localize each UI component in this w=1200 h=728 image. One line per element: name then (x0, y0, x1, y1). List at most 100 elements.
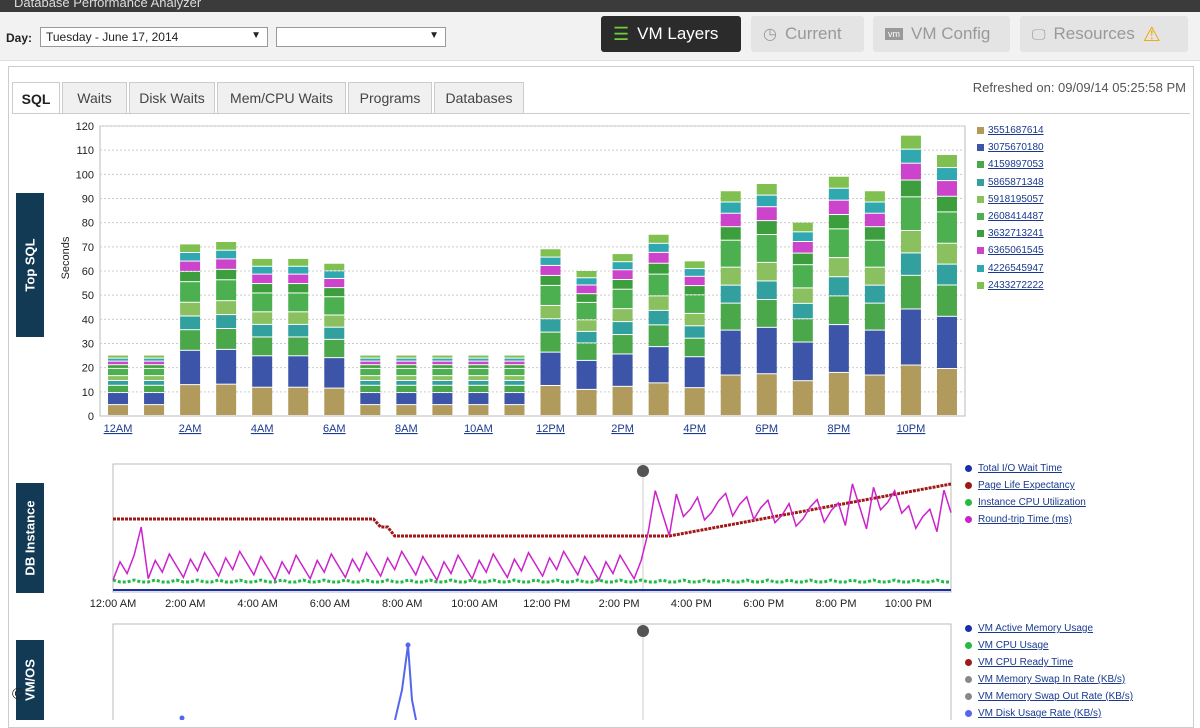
bar-segment (540, 257, 561, 265)
vm-layers-button[interactable]: ☰ VM Layers (601, 16, 741, 52)
bar-segment (216, 269, 237, 280)
legend-link[interactable]: 3632713241 (988, 228, 1044, 240)
legend-link[interactable]: 2608414487 (988, 211, 1044, 222)
bar-segment (252, 266, 273, 274)
legend-link[interactable]: VM Memory Swap In Rate (KB/s) (978, 674, 1126, 685)
bar-segment (396, 376, 417, 380)
bar-segment (828, 229, 849, 258)
legend-item[interactable]: VM Disk Usage Rate (KB/s) (965, 708, 1101, 719)
bar-segment (792, 381, 813, 415)
bar-segment (216, 250, 237, 259)
y-tick-label: 10 (82, 387, 94, 399)
legend-item[interactable]: VM CPU Usage (965, 640, 1049, 651)
bar-segment (432, 385, 453, 393)
app-title: Database Performance Analyzer (14, 0, 202, 10)
legend-item[interactable]: VM Memory Swap Out Rate (KB/s) (965, 691, 1133, 702)
legend-link[interactable]: 4159897053 (988, 159, 1044, 171)
tab-waits[interactable]: Waits (62, 82, 127, 113)
bar-segment (612, 270, 633, 279)
legend-dot (965, 465, 972, 472)
legend-link[interactable]: Round-trip Time (ms) (978, 514, 1072, 525)
legend-item[interactable]: Total I/O Wait Time (965, 463, 1062, 474)
bar-segment (108, 361, 129, 365)
x-tick-label: 10:00 AM (451, 598, 497, 610)
resources-button[interactable]: 🖵 Resources ⚠ (1020, 16, 1188, 52)
legend-item[interactable]: Round-trip Time (ms) (965, 514, 1072, 525)
bar-segment (432, 365, 453, 368)
bar-segment (504, 385, 525, 393)
bar-segment (288, 284, 309, 293)
bar-segment (936, 155, 957, 168)
bar-segment (324, 271, 345, 278)
tab-sql[interactable]: SQL (12, 82, 60, 114)
x-tick-label: 8PM (828, 423, 851, 435)
legend-link[interactable]: VM Disk Usage Rate (KB/s) (978, 708, 1102, 719)
legend-item[interactable]: VM Memory Swap In Rate (KB/s) (965, 674, 1125, 685)
bar-segment (936, 316, 957, 369)
current-button[interactable]: ◷ Current (751, 16, 864, 52)
db-instance-side-label: DB Instance (16, 483, 44, 593)
legend-item[interactable]: 3075670180 (977, 142, 1044, 153)
y-axis-label: Seconds (60, 236, 72, 279)
legend-item[interactable]: 5918195057 (977, 194, 1044, 205)
legend-link[interactable]: 4226545947 (988, 262, 1044, 274)
secondary-select[interactable]: ▼ (276, 27, 446, 47)
bar-segment (144, 365, 165, 368)
x-tick-label: 4:00 PM (671, 598, 712, 610)
tab-disk-waits[interactable]: Disk Waits (129, 82, 215, 113)
legend-link[interactable]: VM CPU Ready Time (978, 657, 1074, 668)
legend-link[interactable]: VM Active Memory Usage (978, 623, 1094, 634)
bar-segment (828, 372, 849, 415)
x-tick-label: 4AM (251, 423, 274, 435)
bar-segment (648, 252, 669, 263)
bar-segment (216, 384, 237, 415)
bar-segment (432, 355, 453, 358)
bar-segment (756, 184, 777, 195)
bar-segment (792, 253, 813, 265)
bar-segment (468, 380, 489, 385)
legend-link[interactable]: Total I/O Wait Time (978, 463, 1063, 474)
legend-item[interactable]: VM Active Memory Usage (965, 623, 1093, 634)
legend-link[interactable]: VM Memory Swap Out Rate (KB/s) (978, 691, 1134, 702)
legend-item[interactable]: 6365061545 (977, 245, 1044, 256)
vm-layers-label: VM Layers (637, 24, 719, 43)
legend-item[interactable]: 2608414487 (977, 211, 1044, 222)
legend-item[interactable]: VM CPU Ready Time (965, 657, 1073, 668)
legend-item[interactable]: 5865871348 (977, 177, 1044, 188)
x-tick-label: 6:00 PM (743, 598, 784, 610)
legend-link[interactable]: Instance CPU Utilization (978, 497, 1086, 508)
legend-item[interactable]: 2433272222 (977, 280, 1044, 291)
legend-link[interactable]: VM CPU Usage (978, 640, 1049, 651)
legend-item[interactable]: Instance CPU Utilization (965, 497, 1086, 508)
legend-link[interactable]: 3551687614 (988, 125, 1044, 136)
tab-programs[interactable]: Programs (348, 82, 432, 113)
bar-segment (216, 329, 237, 349)
legend-item[interactable]: 4226545947 (977, 263, 1044, 274)
legend-link[interactable]: 6365061545 (988, 245, 1044, 257)
legend-item[interactable]: Page Life Expectancy (965, 480, 1075, 491)
bar-segment (180, 282, 201, 302)
x-tick-label: 12AM (104, 423, 133, 435)
bar-segment (144, 393, 165, 405)
x-tick-label: 12:00 AM (90, 598, 136, 610)
tab-databases[interactable]: Databases (434, 82, 524, 113)
bar-segment (576, 294, 597, 302)
vm-config-button[interactable]: vm VM Config (873, 16, 1010, 52)
legend-link[interactable]: 5918195057 (988, 193, 1044, 205)
legend-item[interactable]: 4159897053 (977, 159, 1044, 170)
bar-segment (684, 261, 705, 269)
bar-segment (540, 319, 561, 332)
bar-segment (684, 276, 705, 286)
tab-mem-cpu-waits[interactable]: Mem/CPU Waits (217, 82, 346, 113)
legend-link[interactable]: 3075670180 (988, 142, 1044, 154)
legend-link[interactable]: 5865871348 (988, 176, 1044, 188)
legend-link[interactable]: 2433272222 (988, 279, 1044, 291)
bar-segment (864, 202, 885, 213)
legend-link[interactable]: Page Life Expectancy (978, 480, 1075, 491)
legend-item[interactable]: 3551687614 (977, 125, 1044, 136)
bar-segment (540, 332, 561, 352)
day-select[interactable]: Tuesday - June 17, 2014 ▼ (40, 27, 268, 47)
legend-item[interactable]: 3632713241 (977, 228, 1044, 239)
bar-segment (792, 242, 813, 253)
bar-segment (828, 296, 849, 325)
